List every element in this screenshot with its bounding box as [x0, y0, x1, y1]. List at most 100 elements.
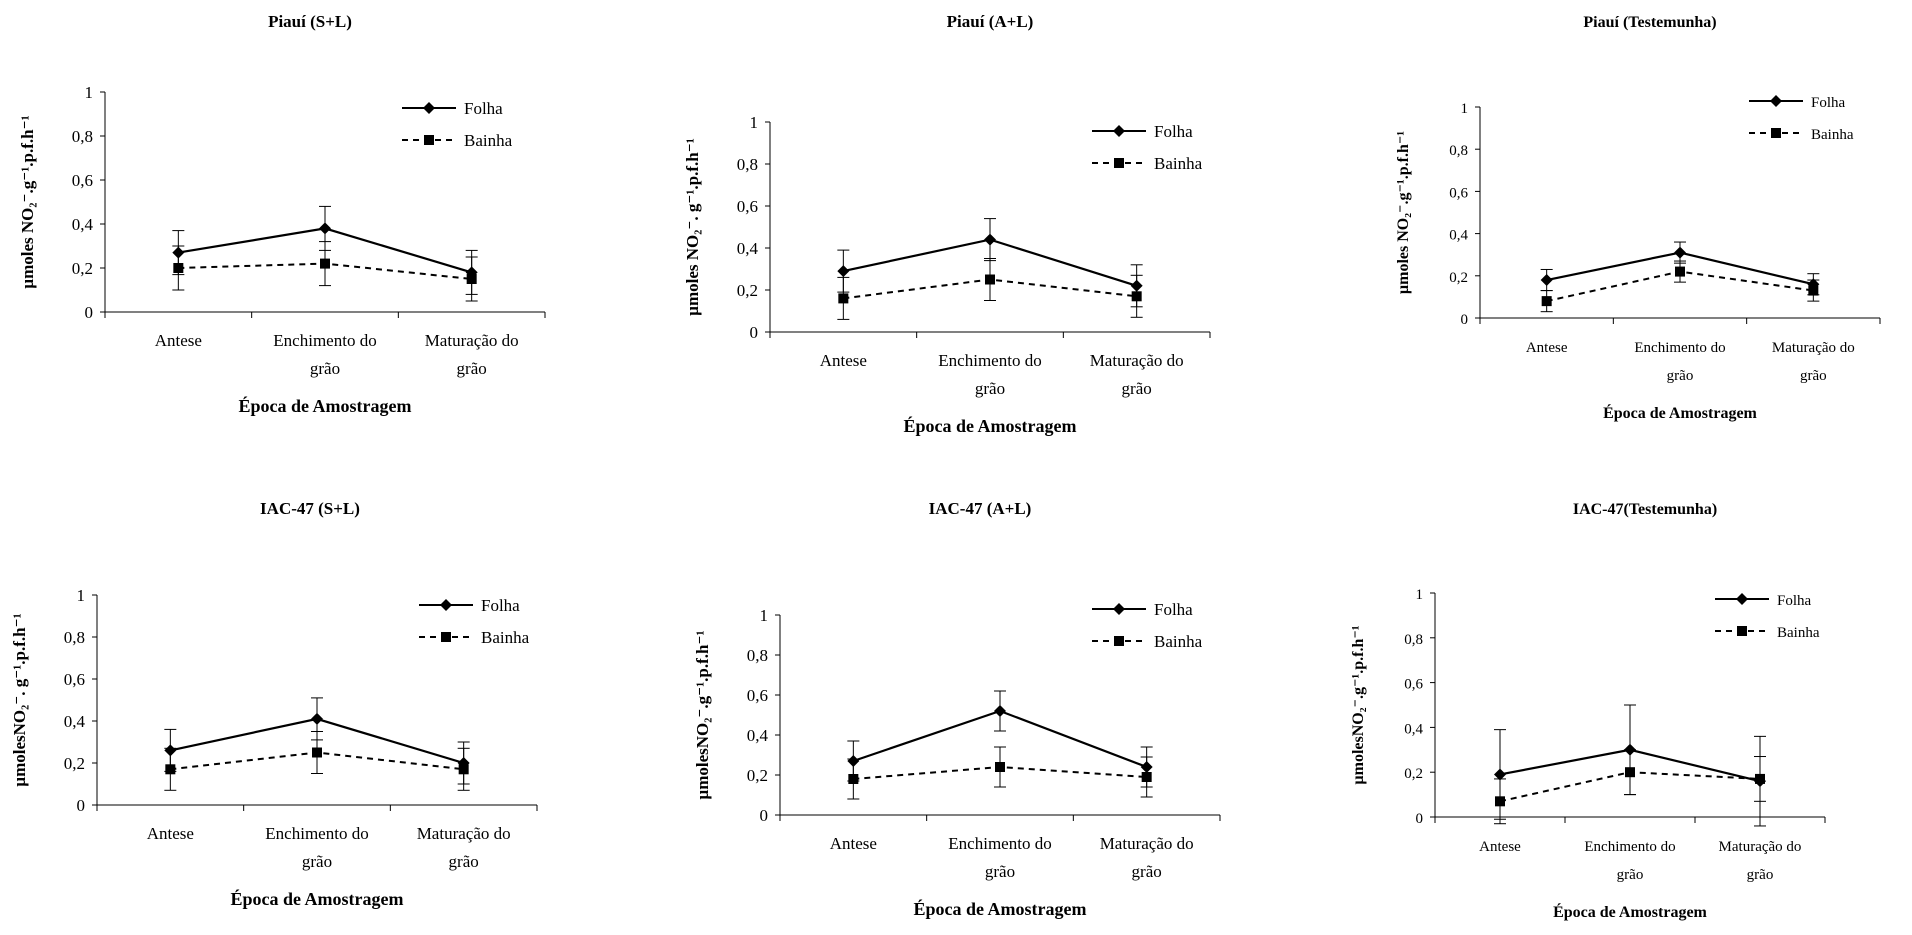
x-category-label: Maturação do grão	[1772, 340, 1855, 384]
y-tick-label: 0,8	[737, 155, 758, 174]
x-category-label: Maturação do grão	[1100, 834, 1194, 881]
y-tick-label: 0,6	[737, 197, 758, 216]
legend-label: Folha	[1811, 95, 1846, 111]
data-point	[1808, 285, 1819, 296]
x-category-line: grão	[1667, 368, 1694, 384]
chart-panel: IAC-47 (A+L) µmolesNO₂⁻.g⁻¹.p.f.h⁻¹ 0 0,2 0,…	[640, 480, 1280, 930]
x-category-label: Antese	[147, 824, 194, 843]
x-axis-title: Época de Amostragem	[1603, 403, 1757, 422]
legend-marker	[440, 599, 452, 611]
y-tick-label: 0,4	[64, 712, 86, 731]
x-category-line: grão	[449, 852, 479, 871]
x-category-line: Maturação do	[417, 824, 511, 843]
legend-label: Folha	[481, 596, 520, 615]
x-category-line: Antese	[147, 824, 194, 843]
chart-svg: IAC-47 (S+L) µmolesNO₂⁻. g⁻¹.p.f.h⁻¹ 0 0,2 0…	[10, 499, 538, 909]
y-tick-label: 0,2	[64, 754, 85, 773]
x-category-label: Maturação do grão	[425, 331, 519, 378]
legend-marker	[423, 102, 435, 114]
y-tick-label: 0,6	[1449, 185, 1468, 201]
y-tick-label: 0,6	[1404, 677, 1423, 693]
x-category-label: Antese	[155, 331, 202, 350]
data-point	[1540, 274, 1553, 287]
y-tick-label: 0	[760, 806, 769, 825]
data-point	[1131, 291, 1142, 302]
y-tick-label: 0,4	[747, 726, 769, 745]
y-tick-label: 0,6	[64, 670, 85, 689]
legend-marker	[1113, 125, 1125, 137]
y-tick-label: 0,4	[72, 215, 94, 234]
x-category-line: Maturação do	[1719, 839, 1802, 855]
chart-panel: Piauí (S+L) µmoles NO₂⁻.g⁻¹.p.f.h⁻¹ 0 0,2 0,…	[0, 0, 560, 440]
chart-title: IAC-47(Testemunha)	[1573, 501, 1717, 518]
legend-label: Bainha	[481, 628, 530, 647]
data-point	[984, 233, 996, 246]
x-category-line: Antese	[830, 834, 877, 853]
data-point	[173, 263, 184, 273]
chart-title: Piauí (A+L)	[947, 12, 1034, 31]
y-tick-label: 0,8	[1404, 632, 1423, 648]
x-category-line: grão	[1122, 379, 1152, 398]
data-point	[1625, 767, 1635, 778]
legend-label: Bainha	[1154, 154, 1203, 173]
chart-svg: IAC-47 (A+L) µmolesNO₂⁻.g⁻¹.p.f.h⁻¹ 0 0,2 0,…	[693, 499, 1221, 919]
x-category-line: grão	[985, 862, 1015, 881]
y-tick-label: 1	[760, 606, 769, 625]
data-point	[1541, 296, 1552, 307]
legend-marker	[1737, 626, 1747, 636]
legend-label: Bainha	[1811, 127, 1854, 143]
y-tick-label: 0	[1416, 811, 1424, 827]
chart-panel: Piauí (A+L) µmoles NO₂⁻. g⁻¹.p.f.h⁻¹ 0 0,2 0…	[640, 0, 1280, 460]
x-category-label: Enchimento do grão	[273, 331, 376, 378]
legend-label: Bainha	[1154, 632, 1203, 651]
chart-svg: Piauí (Testemunha) µmoles NO₂⁻.g⁻¹.p.f.h⁻…	[1395, 14, 1881, 422]
legend-label: Folha	[1154, 122, 1193, 141]
y-tick-label: 0,8	[64, 628, 85, 647]
y-tick-label: 0,2	[1404, 766, 1423, 782]
chart-svg: Piauí (S+L) µmoles NO₂⁻.g⁻¹.p.f.h⁻¹ 0 0,2 0,…	[18, 12, 546, 416]
x-category-label: Enchimento do grão	[265, 824, 368, 871]
x-category-label: Antese	[820, 351, 867, 370]
y-tick-label: 0,2	[72, 259, 93, 278]
chart-title: Piauí (Testemunha)	[1583, 14, 1716, 31]
x-category-line: grão	[457, 359, 487, 378]
legend-marker	[1770, 95, 1782, 107]
y-tick-label: 0,8	[72, 127, 93, 146]
chart-title: Piauí (S+L)	[268, 12, 352, 31]
x-axis-title: Época de Amostragem	[1553, 902, 1707, 921]
y-tick-label: 0,4	[1449, 228, 1468, 244]
x-category-line: Maturação do	[425, 331, 519, 350]
x-category-label: Maturação do grão	[417, 824, 511, 871]
data-point	[985, 274, 995, 285]
y-tick-label: 0	[77, 796, 86, 815]
y-tick-label: 0,2	[1449, 270, 1468, 286]
data-point	[312, 747, 322, 758]
data-point	[1674, 246, 1686, 259]
x-category-line: grão	[975, 379, 1005, 398]
x-category-line: grão	[1800, 368, 1827, 384]
x-category-label: Antese	[1526, 340, 1568, 356]
legend-label: Folha	[464, 99, 503, 118]
x-category-label: Antese	[1479, 839, 1521, 855]
y-tick-label: 0,8	[1449, 143, 1468, 159]
data-point	[837, 265, 850, 278]
y-tick-label: 0,6	[72, 171, 93, 190]
x-category-line: grão	[1617, 867, 1644, 883]
x-category-line: Enchimento do	[1634, 340, 1725, 356]
y-tick-label: 1	[1416, 587, 1424, 603]
y-axis-title: µmolesNO₂⁻.g⁻¹.p.f.h⁻¹	[1350, 625, 1367, 784]
data-point	[165, 764, 176, 775]
x-category-line: grão	[302, 852, 332, 871]
y-tick-label: 0	[1461, 312, 1469, 328]
x-axis-title: Época de Amostragem	[914, 898, 1087, 919]
x-category-label: Maturação do grão	[1090, 351, 1184, 398]
x-category-line: grão	[1747, 867, 1774, 883]
y-axis-title: µmoles NO₂⁻.g⁻¹.p.f.h⁻¹	[1395, 131, 1412, 294]
x-category-line: Enchimento do	[273, 331, 376, 350]
data-point	[458, 764, 469, 775]
y-axis-title: µmoles NO₂⁻. g⁻¹.p.f.h⁻¹	[683, 138, 702, 316]
y-tick-label: 1	[85, 83, 94, 102]
x-category-line: Maturação do	[1100, 834, 1194, 853]
y-tick-label: 0,6	[747, 686, 768, 705]
x-axis-title: Época de Amostragem	[231, 888, 404, 909]
